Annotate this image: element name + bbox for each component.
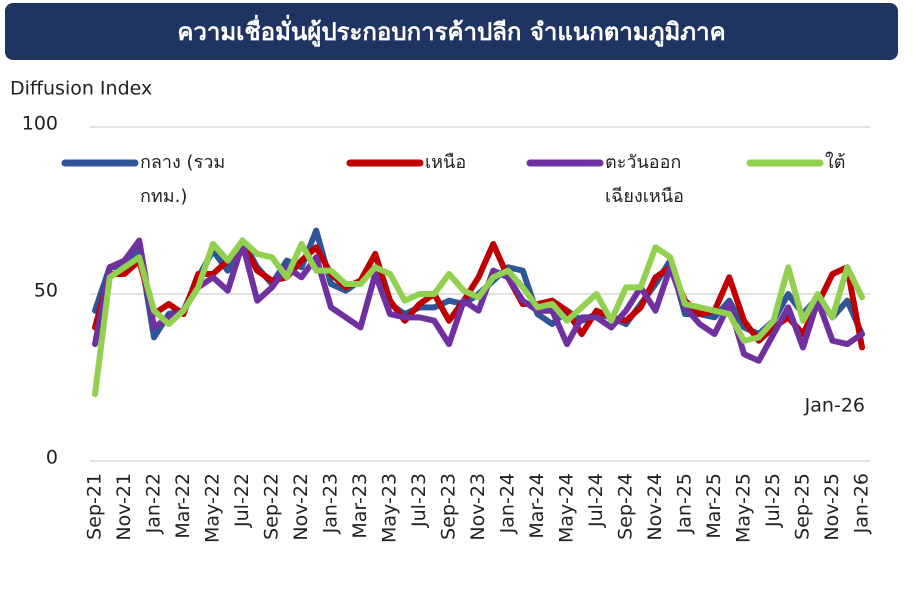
x-tick-label: Mar-23	[349, 473, 371, 539]
title-bar: ความเชื่อมั่นผู้ประกอบการค้าปลีก จำแนกตา…	[5, 3, 898, 60]
x-tick-label: May-23	[379, 473, 401, 543]
x-tick-label: Nov-22	[290, 473, 312, 541]
x-tick-label: Sep-22	[261, 473, 283, 540]
series-line	[92, 237, 865, 398]
x-tick-label: Jan-25	[674, 473, 696, 534]
legend-label: ตะวันออกเฉียงเหนือ	[605, 152, 684, 207]
x-tick-label: Mar-25	[703, 473, 725, 539]
legend-label: ใต้	[825, 152, 846, 173]
x-tick-label: May-24	[556, 473, 578, 543]
legend-label: เหนือ	[425, 152, 467, 173]
x-tick-label: Jan-24	[497, 473, 519, 534]
x-tick-label: Jan-26	[851, 473, 873, 534]
y-tick-label: 0	[46, 447, 58, 469]
x-tick-label: Jul-24	[585, 473, 607, 528]
x-tick-label: Jan-23	[320, 473, 342, 534]
x-tick-label: May-25	[733, 473, 755, 543]
x-tick-label: Mar-22	[172, 473, 194, 539]
x-tick-label: Sep-23	[438, 473, 460, 540]
x-tick-label: Jul-25	[762, 473, 784, 528]
annotation: Jan-26	[804, 395, 865, 417]
x-tick-label: Nov-25	[821, 473, 843, 541]
x-tick-label: May-22	[202, 473, 224, 543]
x-tick-label: Nov-24	[644, 473, 666, 541]
x-tick-label: Nov-21	[113, 473, 135, 541]
y-tick-label: 50	[34, 280, 58, 302]
x-tick-label: Jul-23	[408, 473, 430, 528]
y-axis-label: Diffusion Index	[10, 78, 152, 100]
x-tick-label: Nov-23	[467, 473, 489, 541]
chart-title: ความเชื่อมั่นผู้ประกอบการค้าปลีก จำแนกตา…	[177, 18, 726, 46]
series-line	[92, 240, 865, 351]
x-tick-label: Sep-24	[615, 473, 637, 540]
x-tick-label: Jan-22	[143, 473, 165, 534]
y-tick-label: 100	[22, 113, 58, 135]
x-tick-label: Mar-24	[526, 473, 548, 539]
legend-label: กลาง (รวม กทม.)	[140, 152, 226, 207]
x-tick-label: Sep-25	[792, 473, 814, 540]
x-tick-label: Jul-22	[231, 473, 253, 528]
x-tick-label: Sep-21	[84, 473, 106, 540]
